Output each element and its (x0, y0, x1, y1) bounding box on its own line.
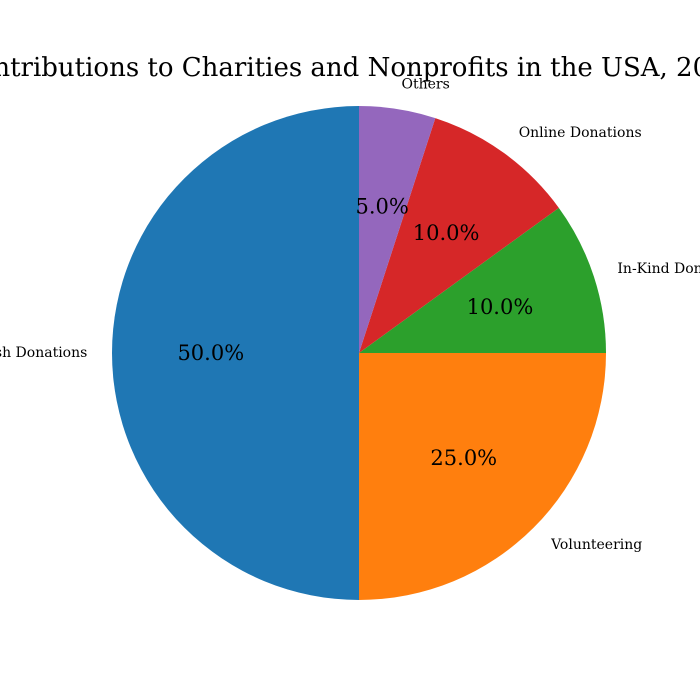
slice-label-in-kind-donations: In-Kind Donations (617, 261, 700, 277)
slice-label-cash-donations: Cash Donations (0, 345, 87, 361)
percent-label-volunteering: 25.0% (430, 446, 497, 470)
pie-slice-online-donations (359, 118, 559, 353)
pie-slice-in-kind-donations (359, 207, 606, 353)
slice-label-volunteering: Volunteering (550, 537, 642, 553)
pie-slice-others (359, 106, 436, 353)
chart-title: Contributions to Charities and Nonprofit… (0, 53, 700, 83)
percent-label-cash-donations: 50.0% (177, 341, 244, 365)
pie-slice-cash-donations (112, 106, 359, 600)
pie-slices (112, 106, 606, 600)
slice-label-others: Others (402, 77, 450, 93)
pie-labels: Cash Donations 50.0% Volunteering 25.0% In-K… (0, 77, 700, 553)
pie-slice-volunteering (359, 353, 606, 600)
slice-label-online-donations: Online Donations (519, 125, 642, 141)
percent-label-online-donations: 10.0% (413, 221, 480, 245)
percent-label-others: 5.0% (356, 195, 409, 219)
percent-label-in-kind-donations: 10.0% (467, 295, 534, 319)
